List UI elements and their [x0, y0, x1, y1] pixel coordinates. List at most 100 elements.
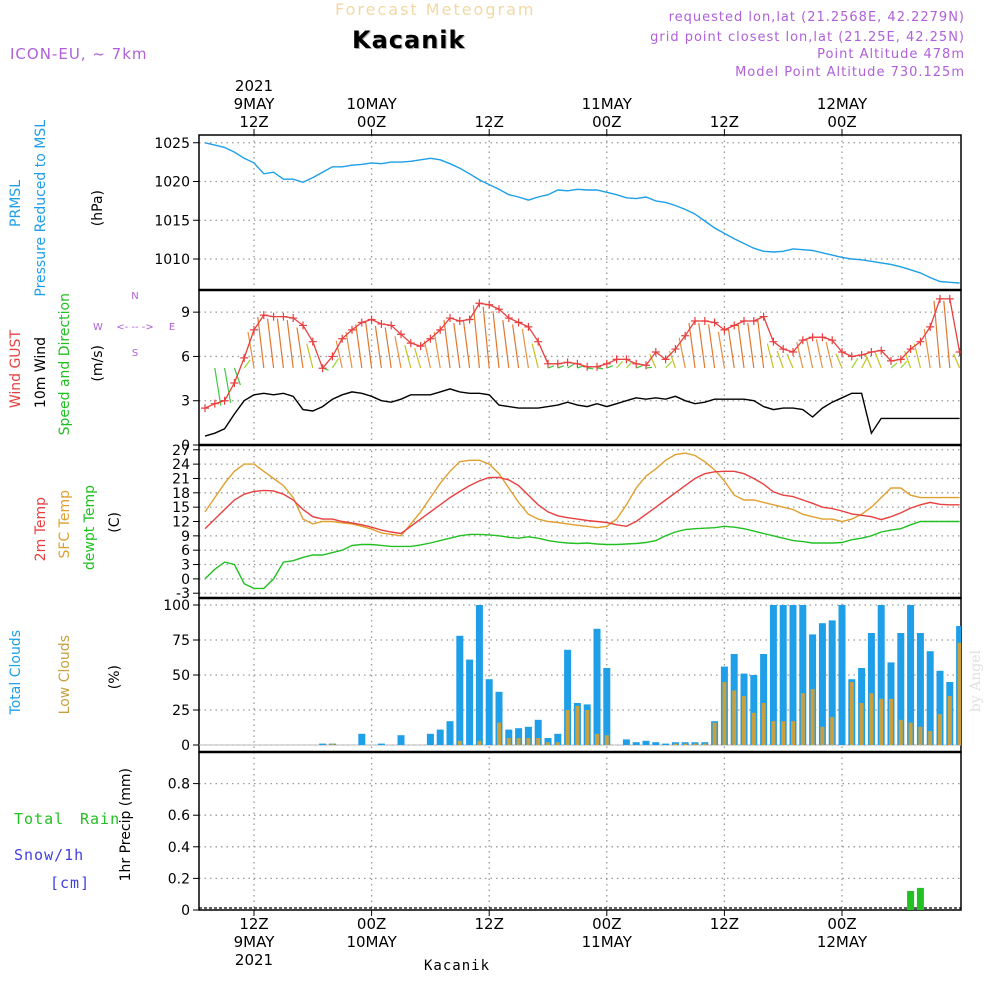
gust-marker: [769, 337, 778, 346]
wind-arrow: [806, 339, 814, 369]
total-cloud-bar: [750, 675, 758, 745]
wind-arrow: [776, 350, 784, 369]
total-cloud-bar: [867, 633, 875, 745]
gust-marker: [210, 399, 219, 408]
wind-arrow: [635, 365, 643, 369]
total-cloud-bar: [622, 739, 630, 745]
grid-lines: [199, 135, 961, 911]
y-tick-label: 50: [172, 668, 190, 684]
gust-marker: [504, 314, 513, 323]
gust-marker: [514, 318, 523, 327]
wind-arrow: [766, 343, 774, 369]
wind-arrow: [649, 353, 657, 369]
y-tick-label: 12: [172, 515, 190, 531]
low-cloud-bar: [546, 742, 550, 745]
gust-marker: [681, 331, 690, 340]
gust-marker: [308, 337, 317, 346]
y-tick-label: 0: [181, 738, 190, 754]
low-cloud-bar: [859, 703, 864, 745]
gust-marker: [406, 339, 415, 348]
total-cloud-bar: [515, 728, 523, 745]
y-tick-label: 21: [172, 471, 190, 487]
total-cloud-bar: [358, 733, 366, 745]
wind-arrow: [645, 366, 653, 369]
low-cloud-bar: [771, 721, 776, 745]
gust-marker: [475, 299, 484, 308]
low-cloud-bar: [810, 689, 815, 745]
wind-arrow: [953, 353, 961, 369]
gust-marker: [740, 317, 748, 325]
rain-bar: [986, 888, 993, 910]
gust-marker: [847, 352, 856, 361]
precip-total-label: Total: [14, 810, 65, 828]
low-cloud-bar: [330, 743, 335, 745]
dewpoint-line: [204, 520, 960, 590]
y-tick-label: 9: [181, 529, 190, 545]
y-axes: 10101015102010250369-3036912151821242702…: [154, 136, 199, 919]
low-cloud-bar: [781, 721, 786, 745]
gust-marker: [759, 312, 768, 321]
gust-marker: [465, 315, 474, 324]
wind-arrow: [737, 322, 745, 369]
total-cloud-bar: [426, 733, 434, 745]
t2m-temp-line: [204, 470, 960, 535]
precip-cm-label: [cm]: [50, 874, 91, 892]
y-tick-label: 0: [181, 438, 190, 454]
gust-marker: [877, 346, 886, 355]
station-name: Kacanik: [352, 26, 466, 54]
gust-marker: [544, 359, 552, 368]
wind-arrow: [502, 319, 510, 369]
bottom-axis-year-label: 2021: [235, 951, 273, 969]
low-cloud-bar: [898, 719, 903, 745]
wind-arrow: [267, 318, 275, 369]
wind-arrow: [257, 317, 265, 369]
wind-arrow: [335, 340, 343, 369]
low-cloud-bar: [604, 735, 609, 745]
y-tick-label: 1025: [154, 136, 190, 152]
bottom-axis-day-label: 12MAY: [817, 933, 868, 951]
gust-marker: [573, 359, 582, 368]
total-cloud-bar: [456, 635, 464, 745]
gust-marker: [906, 345, 915, 354]
low-cloud-bar: [457, 740, 462, 745]
low-cloud-bar: [800, 693, 805, 745]
y-tick-label: 1015: [154, 213, 190, 229]
y-tick-label: 6: [181, 543, 190, 559]
y-tick-label: 0: [181, 572, 190, 588]
total-cloud-bar: [916, 633, 924, 745]
gust-marker: [289, 314, 298, 323]
y-tick-label: 0.8: [168, 777, 190, 793]
grid-point-coords: grid point closest lon,lat (21.25E, 42.2…: [650, 30, 965, 45]
wind-arrow: [243, 359, 251, 369]
wind-arrow: [423, 340, 431, 369]
low-cloud-bar: [820, 726, 825, 745]
low-cloud-bar: [712, 722, 717, 745]
wind-arrow: [688, 322, 696, 369]
wind-arrow: [557, 365, 565, 369]
gust-marker: [524, 322, 533, 331]
total-cloud-bar: [877, 605, 885, 745]
gust-marker: [798, 336, 807, 345]
wind-arrow: [890, 362, 898, 369]
low-cloud-bar: [742, 696, 746, 745]
gust-marker: [397, 330, 405, 339]
gust-marker: [338, 334, 347, 343]
low-cloud-bar: [693, 743, 697, 745]
total-cloud-bar: [662, 743, 670, 745]
y-tick-label: 27: [172, 443, 190, 459]
gust-marker: [916, 337, 925, 346]
wind-arrow: [616, 360, 624, 369]
total-cloud-bar: [976, 609, 983, 745]
y-tick-label: 9: [181, 305, 190, 321]
wind-arrow: [606, 365, 614, 369]
gust-marker: [436, 325, 445, 334]
y-tick-label: 18: [172, 486, 190, 502]
wind-gust-line: [204, 298, 961, 409]
y-tick-label: 0.2: [168, 871, 190, 887]
total-cloud-bar: [760, 654, 768, 745]
total-cloud-bar: [319, 743, 327, 745]
total-cloud-bar: [436, 729, 444, 745]
total-cloud-bar: [505, 729, 513, 745]
gust-marker: [416, 342, 425, 351]
